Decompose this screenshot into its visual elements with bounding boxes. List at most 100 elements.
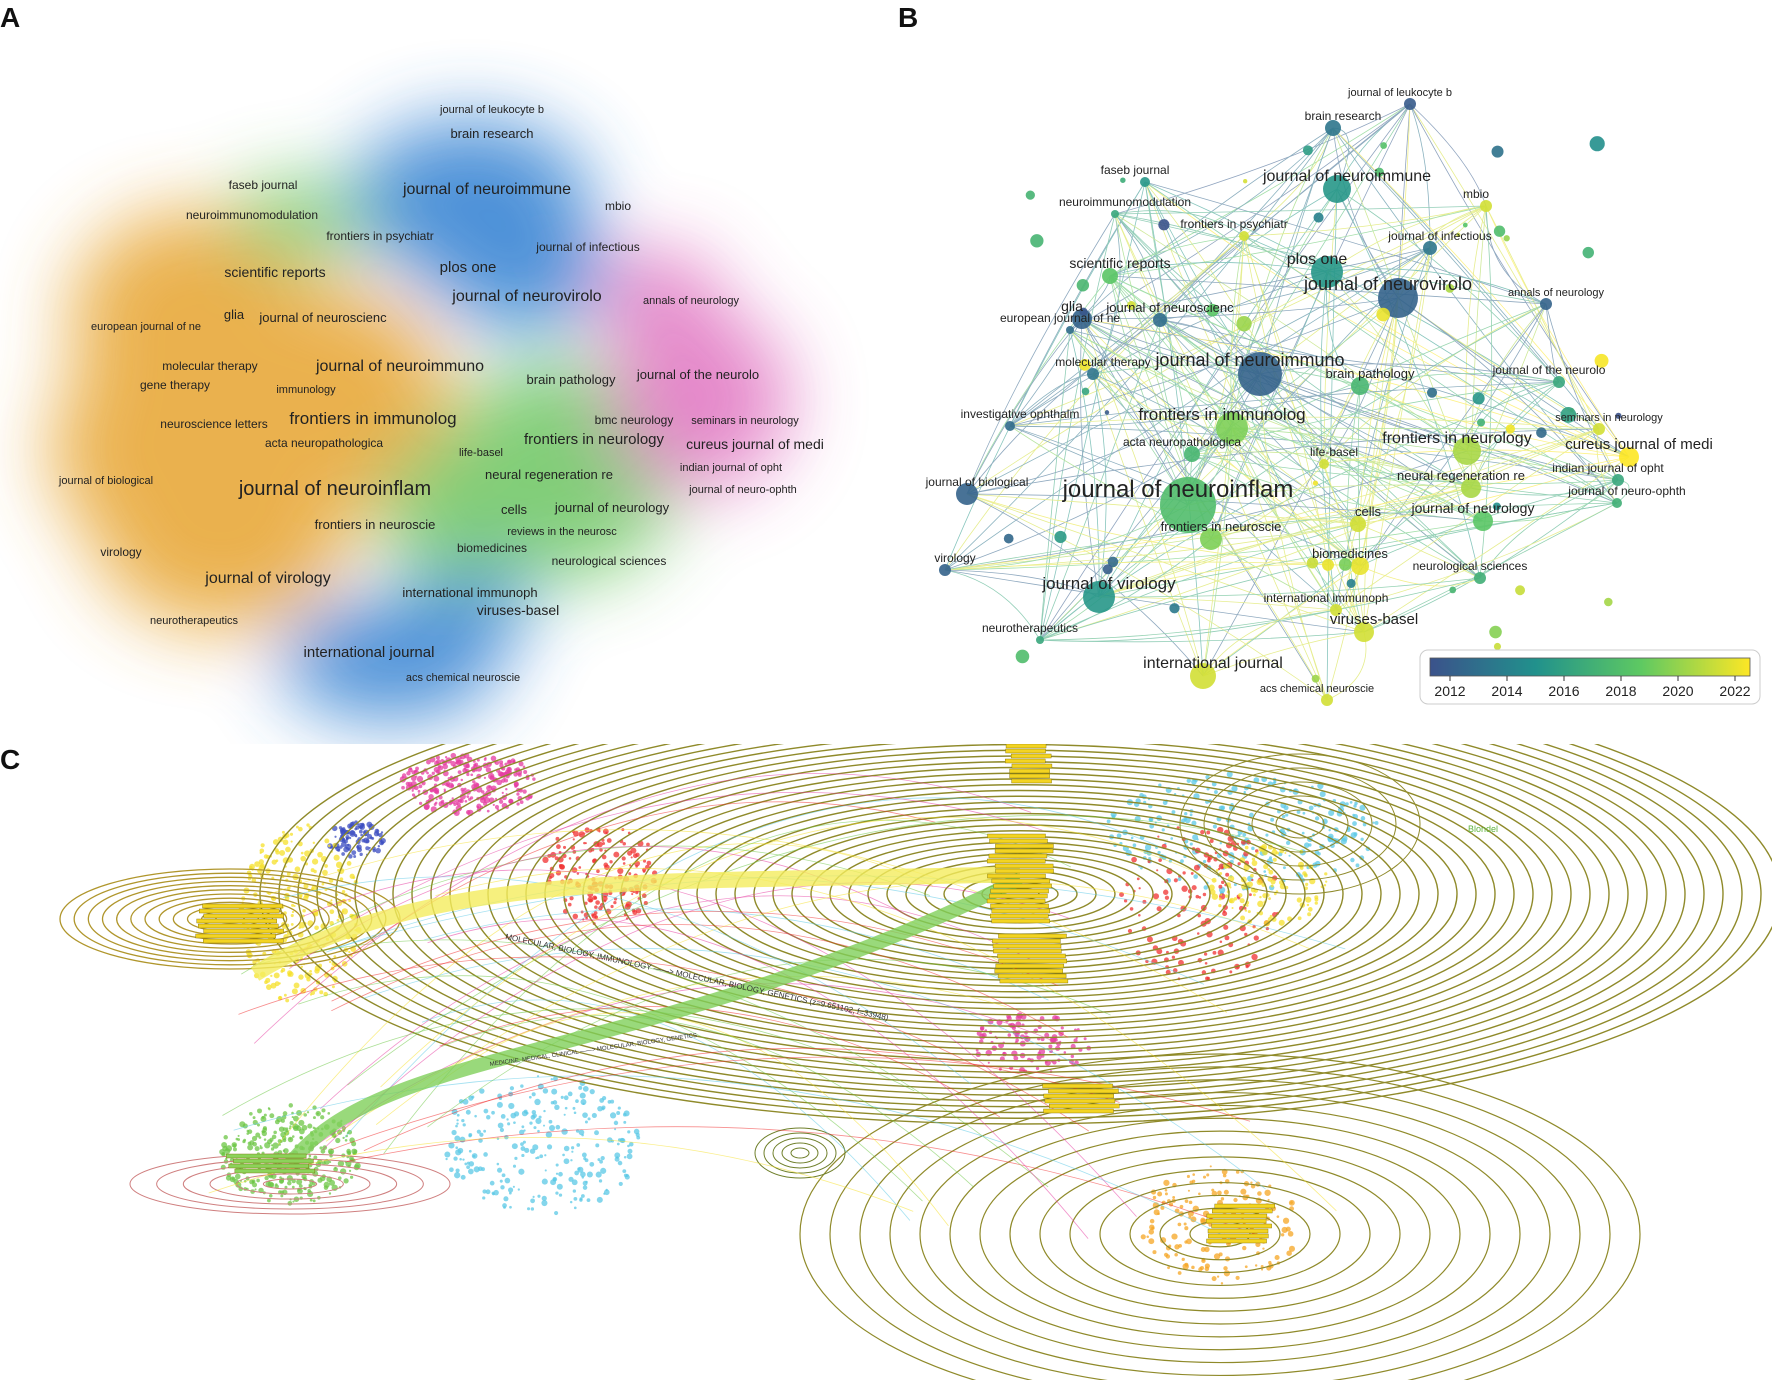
map-point-magenta — [490, 775, 493, 778]
map-point-cyan — [578, 1129, 585, 1136]
map-point-cyan — [1214, 790, 1218, 794]
map-point-blue — [338, 826, 343, 830]
map-point-cyan — [539, 1154, 544, 1159]
map-point-red — [642, 867, 647, 872]
cluster-tag — [992, 943, 1062, 949]
minor-journal-node — [1078, 358, 1091, 371]
map-point-yellow — [1302, 871, 1307, 876]
map-point-green — [249, 1111, 253, 1116]
map-point-cyan — [570, 1159, 573, 1162]
network-edge — [1159, 319, 1481, 579]
map-point-green — [221, 1142, 228, 1148]
map-point-cyan — [555, 1191, 559, 1195]
map-point-cyan — [521, 1153, 525, 1158]
cluster-tag — [994, 968, 1064, 974]
map-point-cyan — [451, 1129, 457, 1136]
map-point-green — [247, 1129, 253, 1134]
network-edge — [1243, 235, 1337, 611]
cluster-tag — [992, 938, 1061, 944]
cluster-tag — [1005, 744, 1047, 749]
map-point-green — [269, 1113, 275, 1119]
network-edge — [1114, 205, 1487, 215]
cluster-tag — [228, 1163, 309, 1169]
journal-node — [1351, 377, 1369, 395]
journal-node-label: mbio — [1463, 187, 1489, 201]
map-point-yellow — [1227, 875, 1235, 882]
journal-node-label: acs chemical neuroscie — [1260, 683, 1374, 695]
map-point-cyan — [567, 1091, 573, 1097]
journal-node — [1404, 98, 1416, 110]
map-point-cyan — [633, 1128, 640, 1135]
minor-journal-node — [1346, 578, 1356, 588]
map-point-red — [1207, 858, 1211, 863]
network-edge — [1144, 181, 1630, 458]
network-edge — [1231, 427, 1600, 430]
map-point-green — [274, 1119, 280, 1125]
map-point-green — [280, 1194, 284, 1198]
minor-journal-node — [1515, 585, 1526, 596]
map-point-cyan — [510, 1112, 517, 1119]
map-point-blue — [349, 830, 356, 837]
map-point-green — [272, 1142, 279, 1149]
density-cluster-pink — [600, 250, 720, 350]
map-point-magenta — [499, 763, 504, 768]
map-point-orange — [1177, 1271, 1182, 1275]
map-point-orange — [1290, 1201, 1293, 1204]
map-point-green — [328, 1192, 332, 1195]
map-point-cyan — [517, 1188, 520, 1191]
map-point-cyan — [1340, 838, 1347, 845]
map-point-yellow — [333, 955, 337, 959]
minor-journal-node — [1493, 642, 1502, 651]
map-point-yellow — [309, 969, 312, 973]
cluster-tag — [1205, 1218, 1267, 1224]
map-point-cyan — [568, 1176, 574, 1182]
map-point-blue — [351, 850, 357, 856]
cited-ellipse — [754, 1127, 846, 1179]
network-edge — [944, 569, 1365, 633]
journal-node — [1325, 120, 1341, 136]
map-point-green — [263, 1138, 267, 1141]
cluster-tag — [998, 933, 1067, 939]
map-point-yellow — [317, 851, 323, 858]
map-point-orange — [1187, 1189, 1190, 1192]
map-point-cyan — [599, 1159, 603, 1164]
map-point-cyan — [1253, 777, 1260, 784]
map-point-green — [320, 1115, 325, 1120]
map-point-blue — [348, 836, 352, 840]
map-point-cyan — [1350, 857, 1355, 863]
map-point-yellow — [1305, 896, 1312, 903]
map-point-cyan — [555, 1124, 561, 1130]
cluster-tag — [998, 958, 1067, 964]
journal-label: mbio — [605, 199, 631, 213]
map-point-yellow — [1325, 880, 1328, 883]
map-point-yellow — [290, 840, 293, 843]
map-point-yellow — [1324, 872, 1328, 876]
map-point-cyan — [1374, 821, 1379, 825]
map-point-yellow — [265, 868, 271, 874]
map-point-orange — [1192, 1173, 1195, 1176]
cluster-tag — [989, 893, 1048, 899]
citation-ellipse — [677, 789, 1363, 999]
minor-journal-node — [1158, 219, 1170, 231]
network-edge — [1231, 427, 1619, 481]
map-point-yellow — [319, 990, 324, 995]
map-point-red — [1146, 936, 1153, 943]
map-point-blue — [366, 821, 373, 828]
cluster-tag — [1009, 768, 1050, 774]
map-point-orange — [1191, 1265, 1195, 1270]
network-edge — [1231, 427, 1361, 567]
network-edge — [1092, 373, 1233, 429]
map-point-cyan — [582, 1112, 588, 1118]
journal-node — [1612, 474, 1624, 486]
map-point-cyan — [1302, 811, 1306, 815]
map-point-cyan — [561, 1128, 568, 1135]
journal-node-label: life-basel — [1310, 445, 1358, 459]
map-point-cyan — [1372, 821, 1375, 824]
minor-journal-node — [1306, 557, 1319, 569]
map-point-green — [320, 1149, 326, 1154]
map-point-cyan — [1144, 844, 1152, 851]
map-point-cyan — [474, 1114, 477, 1118]
map-point-green — [319, 1175, 326, 1182]
citation-ellipse — [772, 818, 1268, 970]
network-edge — [1114, 103, 1411, 215]
